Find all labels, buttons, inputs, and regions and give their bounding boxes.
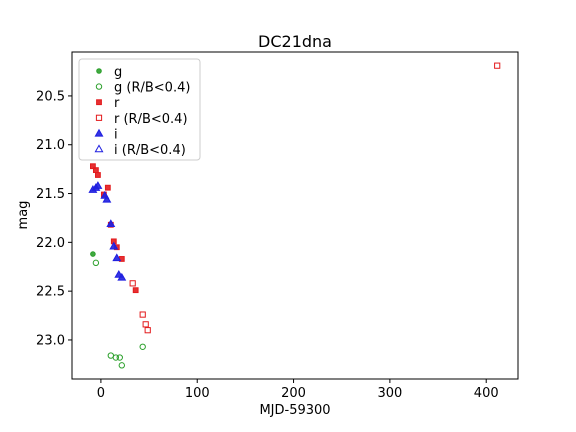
x-tick-label: 200 <box>281 386 306 401</box>
point-i <box>93 181 103 189</box>
y-tick-label: 22.5 <box>36 285 65 300</box>
x-tick-label: 300 <box>377 386 402 401</box>
x-tick-label: 0 <box>97 386 105 401</box>
legend-marker <box>94 128 104 137</box>
legend-label: g <box>114 65 122 80</box>
plot-area-frame <box>71 51 519 380</box>
point-r-r-b-0-4 <box>129 280 136 287</box>
y-tick-label: 21.0 <box>36 138 65 153</box>
point-i <box>102 194 112 203</box>
point-r <box>90 163 96 170</box>
legend-label: i (R/B<0.4) <box>114 143 186 158</box>
legend-marker <box>96 99 102 106</box>
y-tick-label: 21.5 <box>36 187 65 202</box>
point-i <box>112 253 122 262</box>
point-r-r-b-0-4 <box>139 311 146 318</box>
legend-marker <box>95 114 103 121</box>
x-tick-label: 400 <box>474 386 499 401</box>
y-tick-label: 20.5 <box>36 89 65 104</box>
y-axis-label: mag <box>16 201 31 230</box>
point-g-r-b-0-4 <box>112 354 120 361</box>
point-g-r-b-0-4 <box>139 343 146 350</box>
point-r <box>104 184 111 191</box>
point-g-r-b-0-4 <box>118 362 126 369</box>
point-i <box>117 272 127 281</box>
point-i <box>106 219 116 227</box>
point-r-r-b-0-4 <box>144 327 151 334</box>
legend-box <box>78 58 201 161</box>
legend-marker <box>96 68 102 74</box>
legend-label: r (R/B<0.4) <box>114 112 188 127</box>
point-r <box>92 167 99 174</box>
x-tick-label: 100 <box>185 386 210 401</box>
point-g-r-b-0-4 <box>116 354 123 361</box>
point-i <box>109 241 119 250</box>
point-r-r-b-0-4 <box>494 62 501 69</box>
point-r-r-b-0-4 <box>142 321 149 328</box>
legend-label: g (R/B<0.4) <box>114 81 190 96</box>
legend-marker <box>95 83 103 90</box>
point-g <box>90 251 96 257</box>
point-r <box>132 287 139 294</box>
legend-marker <box>94 144 104 153</box>
legend-label: i <box>114 127 118 142</box>
legend-label: r <box>114 96 120 111</box>
x-axis-label: MJD-59300 <box>259 403 330 418</box>
axes-layer: 0 100 200 300 400 20.5 21.0 21.5 22.0 22.5 23.0 <box>36 89 499 401</box>
point-r <box>95 172 101 178</box>
legend: gg (R/B<0.4)rr (R/B<0.4)ii (R/B<0.4) <box>78 58 201 161</box>
y-tick-label: 22.0 <box>36 236 65 251</box>
data-marks <box>88 62 501 369</box>
point-g-r-b-0-4 <box>92 259 100 267</box>
y-tick-label: 23.0 <box>36 333 65 348</box>
chart-title: DC21dna <box>258 32 332 51</box>
